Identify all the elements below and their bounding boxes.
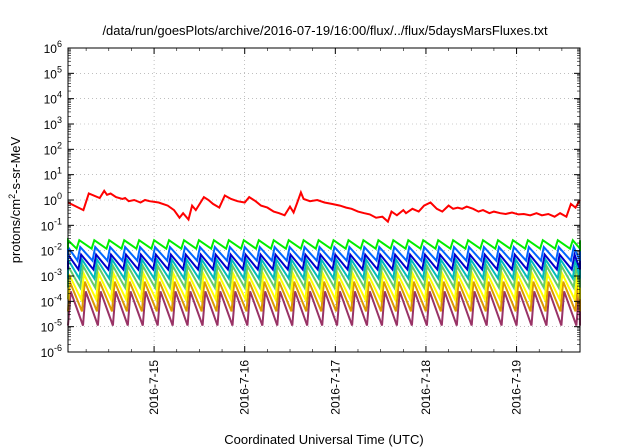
x-tick-label: 2016-7-18 <box>419 360 433 415</box>
series-line <box>67 237 581 252</box>
series-line <box>67 270 581 303</box>
y-tick-label: 103 <box>44 115 62 132</box>
series-line <box>67 255 581 282</box>
y-tick-label: 105 <box>44 64 62 81</box>
y-tick-label: 106 <box>44 39 62 56</box>
series-line-red <box>67 188 581 224</box>
chart-title: /data/run/goesPlots/archive/2016-07-19/1… <box>102 23 548 38</box>
x-tick-label: 2016-7-15 <box>147 360 161 415</box>
x-tick-label: 2016-7-16 <box>238 360 252 415</box>
x-axis: 2016-7-15 2016-7-16 2016-7-17 2016-7-18 2016… <box>85 48 563 415</box>
y-tick-label: 10-5 <box>41 318 62 335</box>
y-tick-label: 102 <box>44 140 62 157</box>
series-line <box>67 262 581 291</box>
x-tick-label: 2016-7-19 <box>510 360 524 415</box>
y-tick-label: 104 <box>44 90 62 107</box>
y-axis-label: protons/cm2-s-sr-MeV <box>7 136 23 263</box>
series-line <box>67 281 581 312</box>
y-tick-label: 101 <box>44 166 62 183</box>
y-tick-label: 10-6 <box>41 343 62 360</box>
x-axis-label: Coordinated Universal Time (UTC) <box>224 432 423 447</box>
series-line <box>67 290 581 326</box>
y-tick-label: 10-1 <box>41 216 62 233</box>
series-group <box>67 188 581 326</box>
series-line <box>67 250 581 273</box>
y-tick-label: 10-3 <box>41 267 62 284</box>
y-tick-label: 10-2 <box>41 242 62 259</box>
series-line <box>67 243 581 264</box>
x-tick-label: 2016-7-17 <box>328 360 342 415</box>
y-tick-label: 10-4 <box>41 292 62 309</box>
y-axis: 10-6 10-5 10-4 10-3 10-2 10-1 100 101 102 103 104 1… <box>41 39 580 360</box>
y-tick-label: 100 <box>44 191 62 208</box>
